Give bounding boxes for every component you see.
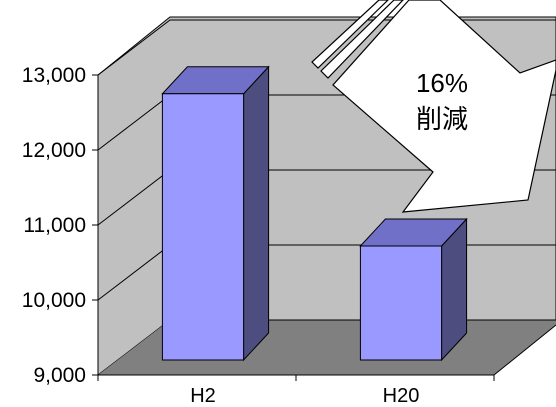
y-tick-label: 11,000 <box>23 214 86 237</box>
y-tick-label: 12,000 <box>22 139 86 162</box>
y-axis-ticks: 9,000 10,000 11,000 12,000 13,000 <box>22 64 98 387</box>
y-tick-label: 13,000 <box>22 64 86 87</box>
bar-front <box>359 245 443 361</box>
bar-front <box>161 93 245 361</box>
y-tick-label: 9,000 <box>33 364 86 387</box>
arrow-body <box>332 0 556 213</box>
bar <box>161 65 270 362</box>
x-tick-label: H20 <box>383 385 420 407</box>
bar <box>359 217 468 362</box>
y-tick-label: 10,000 <box>22 289 86 312</box>
reduction-arrow: 16% 削減 <box>311 0 556 213</box>
arrow-stripe <box>311 0 389 69</box>
reduction-label: 削減 <box>416 104 468 134</box>
x-tick-label: H2 <box>190 385 216 407</box>
x-axis-labels: H2 H20 <box>190 385 419 407</box>
arrow-stripe <box>320 0 404 79</box>
bar-side <box>243 65 270 362</box>
reduction-percent: 16% <box>416 68 468 98</box>
bars <box>161 65 468 362</box>
floor-right-edge <box>493 324 556 376</box>
